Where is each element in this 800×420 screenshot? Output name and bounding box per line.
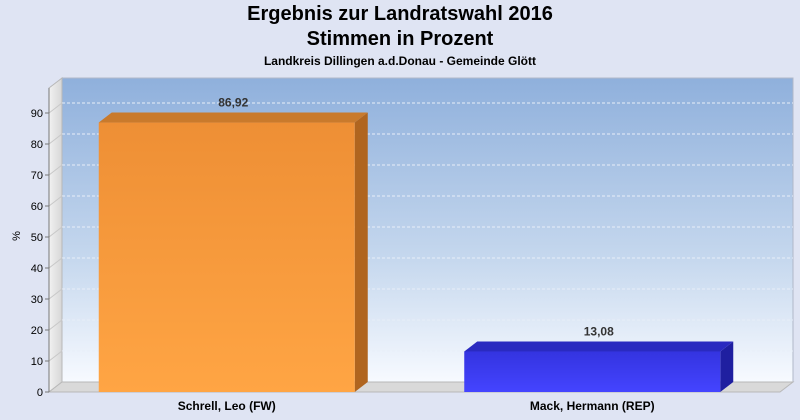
- bar-side: [720, 341, 734, 392]
- bar-value-label: 86,92: [218, 96, 248, 110]
- y-tick-label: 40: [31, 263, 43, 275]
- y-tick-label: 10: [31, 356, 43, 368]
- chart-region-subtitle: Landkreis Dillingen a.d.Donau - Gemeinde…: [263, 54, 537, 68]
- wall-grid-line: [48, 257, 63, 269]
- bar-value-label: 13,08: [584, 324, 614, 338]
- bar: [98, 122, 355, 392]
- wall-grid-line: [48, 164, 63, 176]
- y-tick-label: 50: [31, 232, 43, 244]
- wall-grid-line: [48, 226, 63, 238]
- bar-top: [464, 341, 734, 352]
- y-axis-label: %: [11, 231, 23, 241]
- wall-grid-line: [48, 288, 63, 300]
- y-tick-label: 70: [31, 170, 43, 182]
- wall-grid-line: [48, 102, 63, 114]
- y-tick-label: 30: [31, 294, 43, 306]
- wall-grid-line: [48, 319, 63, 331]
- y-tick-label: 0: [37, 387, 43, 399]
- wall-grid-line: [48, 133, 63, 145]
- category-label: Mack, Hermann (REP): [530, 399, 655, 413]
- bar-side: [354, 112, 368, 392]
- y-tick-label: 60: [31, 201, 43, 213]
- wall-grid-line: [48, 195, 63, 207]
- y-tick-label: 20: [31, 325, 43, 337]
- bar-top: [98, 112, 368, 123]
- category-label: Schrell, Leo (FW): [178, 399, 276, 413]
- y-tick-label: 90: [31, 108, 43, 120]
- chart-subtitle: Stimmen in Prozent: [306, 28, 494, 50]
- wall-grid-line: [48, 350, 63, 362]
- chart-title: Ergebnis zur Landratswahl 2016: [247, 3, 553, 25]
- bar: [464, 351, 721, 392]
- y-tick-label: 80: [31, 139, 43, 151]
